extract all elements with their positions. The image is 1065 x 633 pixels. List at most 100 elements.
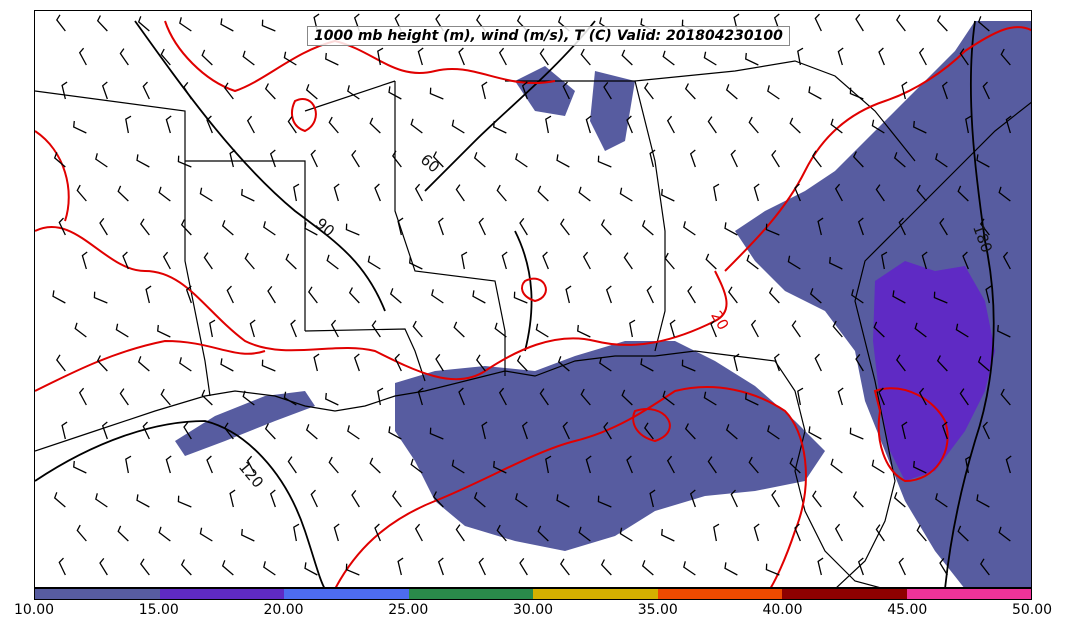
height-label-120: 120 (235, 458, 267, 492)
wind-barb (242, 390, 255, 406)
colorbar-tick-label: 15.00 (138, 602, 179, 618)
wind-barb (724, 222, 738, 236)
wind-barb (725, 84, 738, 100)
wind-barb (976, 154, 990, 168)
wind-barb (117, 185, 129, 202)
wind-barb (681, 359, 696, 372)
wind-barb (516, 355, 528, 372)
wind-barb (921, 251, 928, 270)
wind-barb (565, 285, 572, 304)
wind-barb (600, 559, 612, 576)
wind-barb (177, 155, 192, 168)
wind-barb (916, 184, 927, 202)
wind-barb (326, 254, 339, 270)
wind-barb (789, 117, 801, 134)
wind-barb (229, 149, 236, 168)
wind-barb (429, 427, 444, 440)
wind-barb (140, 218, 150, 236)
colorbar-segment (906, 589, 1031, 599)
wind-barb (53, 152, 66, 168)
wind-barb (977, 356, 990, 372)
wind-barb (753, 523, 760, 542)
wind-barb (285, 253, 297, 270)
wind-barb (621, 49, 633, 66)
colorbar-tick-label: 10.00 (13, 602, 55, 618)
wind-barb (283, 391, 297, 406)
wind-barb (478, 557, 486, 576)
wind-barb (206, 455, 213, 474)
wind-barb (812, 150, 822, 168)
wind-barb (122, 251, 129, 270)
wind-barb (898, 217, 906, 236)
colorbar-tick-label: 40.00 (762, 602, 803, 618)
wind-barb (725, 424, 738, 440)
map-panel: 60 90 120 180 20 1000 mb height (m), win… (34, 10, 1032, 588)
wind-barb (689, 149, 696, 168)
wind-barb (353, 353, 360, 372)
wind-barb (61, 81, 68, 100)
wind-barb (333, 523, 340, 542)
colorbar-segment (408, 589, 533, 599)
wind-barb (417, 387, 424, 406)
wind-barb (585, 455, 592, 474)
wind-barb (578, 186, 591, 202)
wind-barb (472, 290, 486, 304)
wind-barb (267, 285, 276, 304)
temp-contour-blob2 (521, 277, 547, 303)
colorbar-tick-label: 35.00 (637, 602, 678, 618)
wind-barb (180, 559, 192, 576)
wind-barb (310, 149, 318, 168)
reflectivity-west-streak (175, 391, 315, 456)
wind-barb (325, 392, 339, 406)
wind-barb (829, 256, 843, 270)
reflectivity-layer (175, 21, 1031, 587)
coastline (35, 350, 880, 587)
wind-barb (773, 353, 780, 372)
wind-barb (305, 84, 318, 100)
reflectivity-gulf-area (395, 341, 825, 551)
wind-barb (229, 489, 236, 508)
reflectivity-north-patch (515, 66, 575, 116)
wind-barb (435, 353, 444, 372)
wind-barb (914, 322, 927, 338)
colorbar-segment (782, 589, 907, 599)
wind-barb (157, 324, 171, 338)
wind-barb (684, 83, 696, 100)
wind-barb (771, 489, 780, 508)
wind-barb (351, 489, 360, 508)
wind-barb (629, 319, 636, 338)
wind-barb (95, 493, 108, 508)
wind-barb (768, 287, 780, 304)
wind-barb (185, 285, 192, 304)
wind-barb (374, 183, 381, 202)
wind-barb (957, 185, 969, 202)
wind-barb (560, 218, 570, 236)
wind-barb (199, 527, 213, 542)
wind-barb (871, 459, 885, 474)
wind-barb (753, 183, 760, 202)
wind-barb (640, 358, 654, 372)
wind-barb (328, 456, 339, 474)
wind-barb (201, 389, 213, 406)
height-label-90: 90 (312, 214, 338, 240)
wind-barb (367, 255, 381, 270)
wind-barb (834, 523, 843, 542)
wind-barb (305, 424, 318, 440)
wind-barb (432, 151, 444, 168)
height-contours-layer (35, 20, 995, 587)
wind-barb (748, 116, 759, 134)
wind-barb (623, 252, 633, 270)
wind-barb (794, 523, 801, 542)
wind-barb (348, 287, 360, 304)
wind-barb (849, 427, 864, 440)
wind-barb (837, 47, 844, 66)
wind-barb (165, 455, 172, 474)
wind-barb (115, 323, 129, 338)
wind-barb (605, 285, 612, 304)
wind-barb (901, 81, 908, 100)
wind-barb (158, 186, 171, 202)
wind-barb (941, 421, 948, 440)
wind-barb (394, 353, 402, 372)
wind-barb (560, 558, 570, 576)
wind-barb (765, 563, 780, 576)
